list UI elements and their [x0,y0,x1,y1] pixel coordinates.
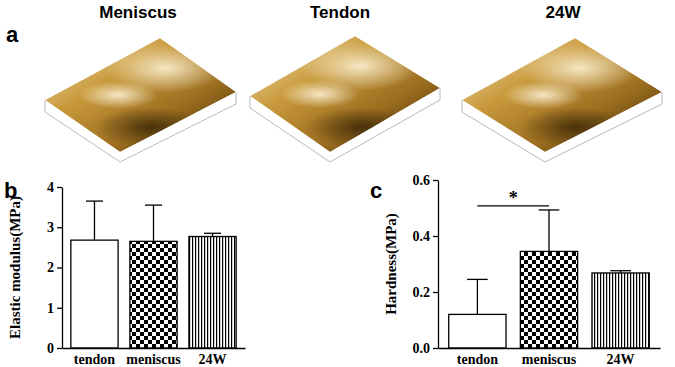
error-bar [467,279,488,314]
bar [592,273,649,348]
y-tick: 2 [47,260,62,275]
y-tick: 0.6 [413,173,439,188]
y-tick-mark [57,227,62,228]
error-bar [539,210,560,251]
surface-fill [462,38,662,152]
error-line [153,205,154,241]
y-tick: 1 [47,301,62,316]
error-bar [145,205,162,241]
y-tick-label: 1 [47,301,54,316]
error-line [477,279,478,314]
y-axis-title: Hardness(MPa) [383,213,400,315]
error-bar [610,271,631,273]
y-tick-label: 0 [47,341,54,356]
error-cap [467,279,488,280]
y-tick-mark [433,292,438,293]
surface [45,38,236,162]
y-tick: 4 [47,180,62,195]
y-tick-label: 0.4 [413,229,431,244]
y-axis-title: Elastic modulus(MPa) [7,196,24,339]
plot-area [449,210,650,348]
error-cap [145,204,162,205]
surface-shadow [520,107,630,147]
x-tick-label: tendon [74,352,115,367]
x-tick-label: 24W [607,352,635,367]
bar [449,314,506,348]
surface-highlight [280,80,360,108]
x-tick-label: meniscus [522,352,577,367]
y-tick-label: 0.2 [413,285,431,300]
x-tick: tendon [457,348,498,367]
error-cap [86,200,103,201]
y-tick: 0.4 [413,229,439,244]
error-bar [204,233,221,236]
x-tick-label: 24W [199,352,227,367]
y-tick-mark [433,236,438,237]
plot-area [71,201,236,348]
error-bar [86,201,103,240]
y-tick-label: 0.6 [413,173,431,188]
y-tick-label: 0.0 [413,341,431,356]
surface [250,36,440,162]
panel-label: c [370,178,382,203]
x-tick-label: meniscus [126,352,181,367]
surface-shadow [95,107,205,147]
figure: abcMeniscusTendon24W01234tendonmeniscus2… [0,0,675,367]
panel-label: a [6,22,19,47]
surface-title: 24W [546,3,582,22]
significance-mark: * [509,188,518,208]
y-tick-mark [433,180,438,181]
y-tick-label: 3 [47,220,54,235]
x-tick: meniscus [126,348,181,367]
y-tick-label: 4 [47,180,54,195]
x-axis: tendon meniscus 24W [439,348,661,367]
error-cap [539,209,560,210]
y-tick-mark [57,308,62,309]
surface-fill [45,38,236,152]
x-axis-line [439,348,661,349]
x-axis-line [63,348,246,349]
bar [71,240,118,348]
x-tick: tendon [74,348,115,367]
y-tick: 0.0 [413,341,439,356]
y-tick-mark [57,267,62,268]
error-cap [610,270,631,271]
y-tick: 0 [47,341,62,356]
y-tick-label: 2 [47,260,54,275]
y-tick-mark [57,348,62,349]
surface-highlight [78,81,158,109]
surface [462,38,662,162]
x-tick: 24W [199,348,227,367]
surface-fill [250,36,440,152]
y-axis: 0.0 0.2 0.4 0.6 [413,173,439,356]
error-line [94,201,95,240]
y-tick-mark [433,348,438,349]
y-tick-mark [57,187,62,188]
bar [520,251,577,348]
x-tick: meniscus [522,348,577,367]
x-axis: tendon meniscus 24W [63,348,246,367]
surface-shadow [305,107,415,147]
y-tick: 0.2 [413,285,439,300]
surface-title: Tendon [310,3,370,22]
bar [130,241,177,348]
surface-highlight [503,81,583,109]
y-tick: 3 [47,220,62,235]
x-tick-label: tendon [457,352,498,367]
x-tick: 24W [607,348,635,367]
error-cap [204,233,221,234]
y-axis: 0 1 2 3 4 [47,180,63,356]
y-axis-line [438,181,439,349]
surface-title: Meniscus [99,3,176,22]
error-line [548,210,549,251]
y-axis-line [62,188,63,349]
bar [189,237,236,348]
